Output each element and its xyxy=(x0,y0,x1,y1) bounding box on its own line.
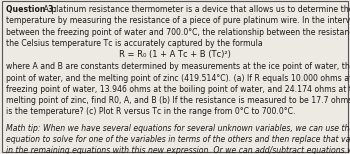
Text: temperature by measuring the resistance of a piece of pure platinum wire. In the: temperature by measuring the resistance … xyxy=(6,16,350,25)
Text: melting point of zinc, find R0, A, and B (b) If the resistance is measured to be: melting point of zinc, find R0, A, and B… xyxy=(6,96,350,105)
Text: Math tip: When we have several equations for several unknown variables, we can u: Math tip: When we have several equations… xyxy=(6,124,350,133)
Text: freezing point of water, 13.946 ohms at the boiling point of water, and 24.174 o: freezing point of water, 13.946 ohms at … xyxy=(6,85,350,94)
Text: between the freezing point of water and 700.0°C, the relationship between the re: between the freezing point of water and … xyxy=(6,28,350,36)
Text: is the temperature? (c) Plot R versus Tᴄ in the range from 0°C to 700.0°C.: is the temperature? (c) Plot R versus Tᴄ… xyxy=(6,107,296,116)
Text: equation to solve for one of the variables in terms of the others and then repla: equation to solve for one of the variabl… xyxy=(6,135,350,144)
Text: where A and B are constants determined by measurements at the ice point of water: where A and B are constants determined b… xyxy=(6,63,350,71)
Text: in the remaining equations with this new expression. Or we can add/subtract equa: in the remaining equations with this new… xyxy=(6,146,350,154)
Text: the Celsius temperature Tᴄ is accurately captured by the formula: the Celsius temperature Tᴄ is accurately… xyxy=(6,39,263,48)
Text: Question 3:: Question 3: xyxy=(6,5,57,14)
Text: A platinum resistance thermometer is a device that allows us to determine the: A platinum resistance thermometer is a d… xyxy=(41,5,350,14)
Text: point of water, and the melting point of zinc (419.514°C). (a) If R equals 10.00: point of water, and the melting point of… xyxy=(6,74,350,83)
Text: R = R₀ (1 + A Tᴄ + B (Tᴄ)²): R = R₀ (1 + A Tᴄ + B (Tᴄ)²) xyxy=(119,50,231,59)
